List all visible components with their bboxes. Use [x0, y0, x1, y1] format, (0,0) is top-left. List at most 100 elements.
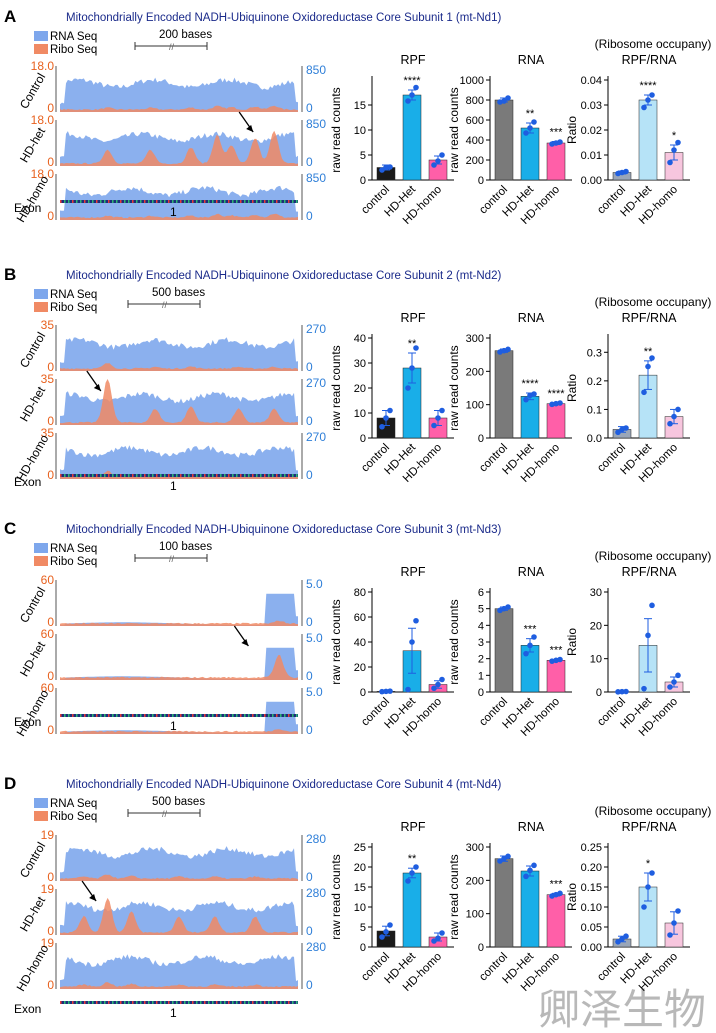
y-tick-label: 5 [478, 604, 484, 616]
data-point [623, 168, 629, 175]
track-label: HD-homo [14, 687, 52, 739]
exon-tick [252, 474, 254, 477]
data-point [619, 688, 625, 695]
track-label: HD-het [17, 638, 48, 678]
exon-tick [276, 1001, 278, 1004]
exon-tick [160, 714, 162, 717]
exon-tick [72, 200, 74, 203]
exon-tick [292, 714, 294, 717]
exon-tick [200, 474, 202, 477]
chart-ylabel: Ratio [565, 116, 579, 144]
exon-tick [288, 1001, 290, 1004]
exon-tick [252, 714, 254, 717]
ribo-seq-area [60, 982, 298, 989]
exon-tick [240, 714, 242, 717]
exon-tick [160, 200, 162, 203]
data-point [623, 688, 629, 695]
significance-label: * [646, 858, 651, 870]
exon-tick [116, 200, 118, 203]
legend-ribo-swatch [34, 302, 48, 312]
exon-tick [92, 714, 94, 717]
significance-label: ** [644, 346, 653, 358]
data-point [413, 617, 419, 624]
exon-tick [216, 200, 218, 203]
exon-tick [260, 200, 262, 203]
data-point [671, 920, 677, 926]
y-tick-label: 30 [590, 587, 602, 599]
exon-tick [252, 1001, 254, 1004]
exon-tick [228, 474, 230, 477]
exon-tick [164, 474, 166, 477]
significance-label: ** [408, 853, 417, 865]
exon-tick [184, 714, 186, 717]
y-tick-label: 0.1 [587, 404, 602, 416]
scale-break: // [162, 300, 168, 310]
track-label: HD-het [17, 124, 48, 164]
y-tick-label: 20 [354, 383, 366, 395]
exon-tick [152, 474, 154, 477]
rna-max-label: 5.0 [306, 577, 323, 591]
data-point [431, 685, 437, 692]
exon-tick [192, 200, 194, 203]
y-tick-label: 400 [466, 135, 484, 147]
ribo-max-label: 19 [41, 828, 55, 842]
legend-rna-label: RNA Seq [50, 289, 97, 301]
exon-tick [108, 474, 110, 477]
exon-tick [212, 474, 214, 477]
rna-min-label: 0 [306, 155, 313, 169]
exon-tick [148, 1001, 150, 1004]
scale-break: // [162, 809, 168, 819]
rna-min-label: 0 [306, 414, 313, 428]
panel-letter: A [4, 7, 16, 26]
exon-tick [176, 200, 178, 203]
exon-bar [60, 200, 298, 203]
exon-tick [80, 714, 82, 717]
rna-max-label: 280 [306, 832, 326, 846]
exon-tick [292, 474, 294, 477]
data-point [531, 862, 537, 869]
y-tick-label: 1000 [460, 75, 484, 87]
exon-tick [100, 1001, 102, 1004]
significance-label: *** [550, 878, 564, 890]
exon-tick [180, 200, 182, 203]
exon-tick [132, 714, 134, 717]
exon-tick [84, 714, 86, 717]
data-point [641, 104, 647, 111]
exon-tick [208, 1001, 210, 1004]
exon-tick [232, 1001, 234, 1004]
exon-tick [116, 474, 118, 477]
exon-tick [284, 1001, 286, 1004]
exon-tick [156, 474, 158, 477]
exon-tick [260, 714, 262, 717]
exon-tick [228, 1001, 230, 1004]
rna-max-label: 280 [306, 886, 326, 900]
exon-tick [104, 714, 106, 717]
data-point [641, 685, 647, 692]
significance-label: *** [550, 645, 564, 657]
exon-tick [100, 200, 102, 203]
data-point [641, 389, 647, 396]
rna-seq-area [60, 131, 298, 166]
exon-tick [148, 200, 150, 203]
exon-tick [224, 714, 226, 717]
exon-tick [152, 200, 154, 203]
exon-tick [220, 200, 222, 203]
exon-tick [288, 200, 290, 203]
y-tick-label: 0.0 [587, 433, 602, 445]
significance-label: *** [550, 127, 564, 139]
data-point [557, 400, 563, 406]
exon-tick [72, 714, 74, 717]
exon-tick [84, 474, 86, 477]
ribo-max-label: 19 [41, 882, 55, 896]
data-point [667, 420, 673, 427]
rna-max-label: 5.0 [306, 685, 323, 699]
exon-tick [96, 200, 98, 203]
exon-tick [224, 200, 226, 203]
y-tick-label: 300 [466, 333, 484, 345]
data-point [409, 639, 415, 645]
exon-tick [168, 1001, 170, 1004]
y-tick-label: 0.04 [581, 75, 602, 87]
panel-title: Mitochondrially Encoded NADH-Ubiquinone … [66, 524, 501, 536]
